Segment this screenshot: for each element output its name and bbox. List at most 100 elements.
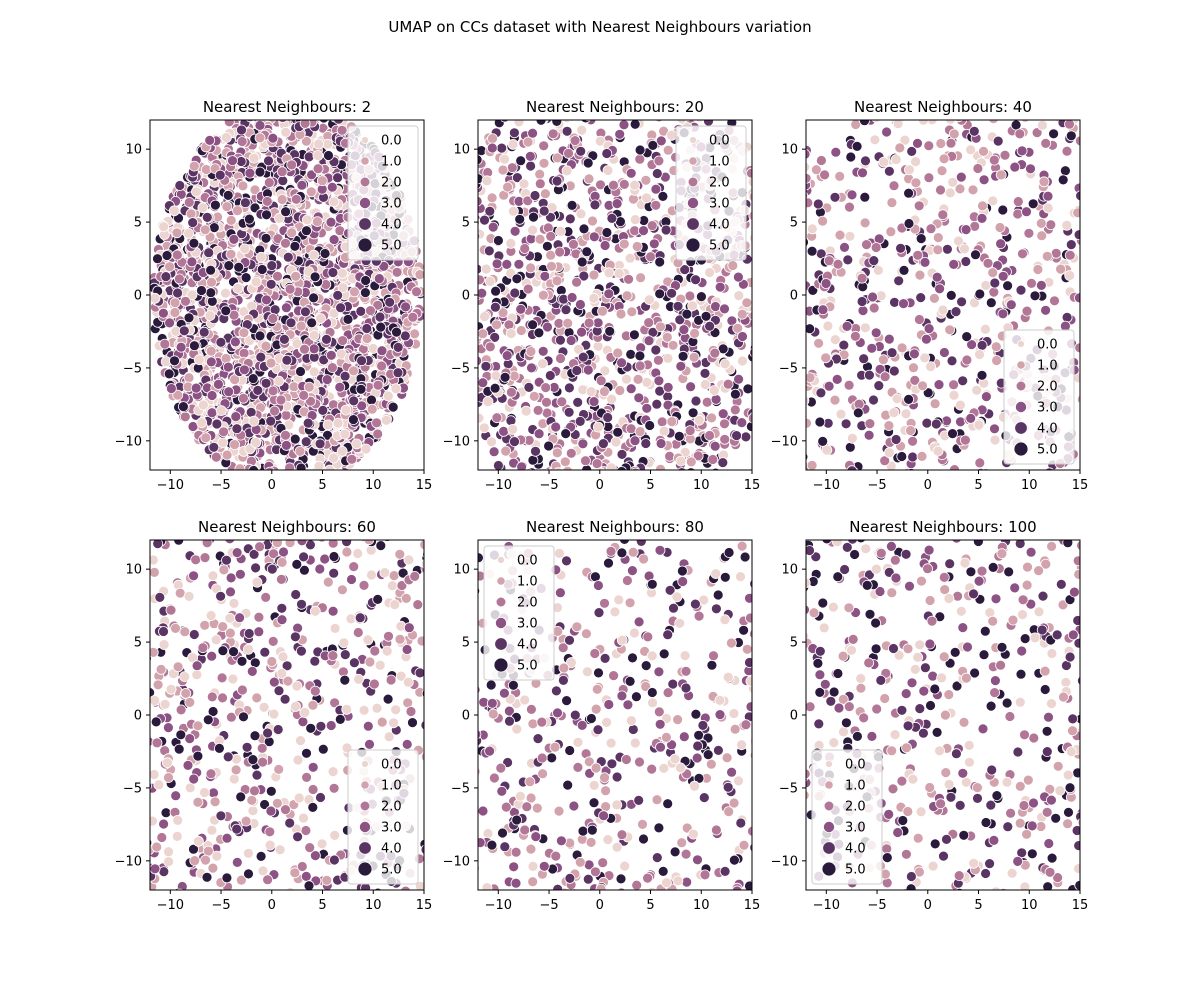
data-point — [640, 438, 652, 449]
data-point — [780, 395, 790, 405]
data-point — [183, 196, 195, 208]
data-point — [891, 393, 903, 405]
data-point — [786, 406, 796, 416]
data-point — [178, 325, 190, 337]
data-point — [768, 365, 778, 375]
data-point — [1009, 161, 1021, 173]
data-point — [657, 190, 669, 202]
data-point — [978, 174, 990, 186]
data-point — [856, 475, 866, 485]
data-point — [284, 283, 296, 295]
data-point — [973, 86, 983, 96]
y-tick-label: −5 — [451, 361, 470, 376]
data-point — [1095, 387, 1105, 397]
data-point — [576, 124, 588, 136]
data-point — [261, 195, 273, 207]
data-point — [536, 501, 546, 511]
data-point — [589, 199, 601, 211]
data-point — [830, 146, 842, 158]
data-point — [1097, 350, 1107, 360]
data-point — [1025, 74, 1035, 84]
data-point — [361, 333, 373, 344]
data-point — [621, 496, 631, 506]
data-point — [664, 499, 674, 509]
data-point — [196, 417, 208, 429]
data-point — [525, 346, 537, 357]
data-point — [604, 476, 614, 486]
data-point — [301, 473, 311, 483]
data-point — [555, 225, 566, 237]
data-point — [1103, 278, 1113, 288]
data-point — [478, 263, 483, 275]
data-point — [880, 86, 890, 96]
data-point — [205, 345, 217, 357]
data-point — [629, 120, 641, 130]
data-point — [962, 502, 972, 512]
data-point — [446, 317, 456, 327]
data-point — [651, 168, 663, 179]
data-point — [842, 95, 852, 105]
data-point — [553, 467, 563, 470]
data-point — [1048, 128, 1059, 140]
data-point — [465, 311, 475, 321]
data-point — [842, 254, 854, 266]
data-point — [760, 305, 770, 315]
data-point — [907, 451, 918, 463]
data-point — [989, 423, 1000, 435]
data-point — [741, 297, 752, 309]
x-tick-label: −10 — [157, 478, 184, 493]
data-point — [771, 199, 781, 209]
data-point — [641, 494, 651, 504]
data-point — [789, 160, 799, 170]
data-point — [673, 430, 685, 442]
data-point — [532, 469, 535, 470]
data-point — [915, 292, 927, 304]
data-point — [206, 276, 217, 288]
data-point — [670, 89, 680, 99]
data-point — [315, 313, 326, 324]
data-point — [538, 140, 550, 152]
data-point — [572, 485, 582, 495]
data-point — [254, 132, 266, 144]
data-point — [484, 341, 496, 353]
data-point — [1037, 98, 1047, 108]
data-point — [581, 246, 593, 258]
data-point — [505, 237, 517, 249]
data-point — [493, 460, 504, 470]
data-point — [899, 507, 909, 517]
data-point — [478, 275, 480, 283]
data-point — [956, 296, 967, 308]
data-point — [913, 40, 923, 50]
data-point — [599, 386, 610, 398]
data-point — [788, 423, 798, 433]
data-point — [163, 368, 175, 380]
data-point — [892, 59, 902, 69]
data-point — [757, 220, 767, 230]
data-point — [575, 145, 587, 157]
data-point — [520, 405, 532, 417]
data-point — [544, 87, 554, 97]
data-point — [282, 476, 292, 486]
data-point — [1085, 300, 1095, 310]
data-point — [290, 193, 302, 205]
data-point — [947, 84, 957, 94]
data-point — [1075, 190, 1080, 202]
data-point — [326, 362, 338, 374]
data-point — [573, 73, 583, 83]
data-point — [806, 245, 818, 257]
data-point — [994, 222, 1006, 233]
data-point — [250, 472, 260, 482]
data-point — [686, 467, 696, 470]
data-point — [700, 310, 712, 322]
data-point — [806, 197, 814, 209]
data-point — [1061, 311, 1073, 323]
data-point — [560, 304, 572, 316]
data-point — [340, 404, 352, 416]
data-point — [530, 445, 541, 457]
data-point — [628, 474, 638, 484]
data-point — [577, 351, 589, 363]
data-point — [205, 287, 217, 299]
data-point — [229, 336, 241, 348]
data-point — [1097, 202, 1107, 212]
data-point — [866, 492, 876, 502]
